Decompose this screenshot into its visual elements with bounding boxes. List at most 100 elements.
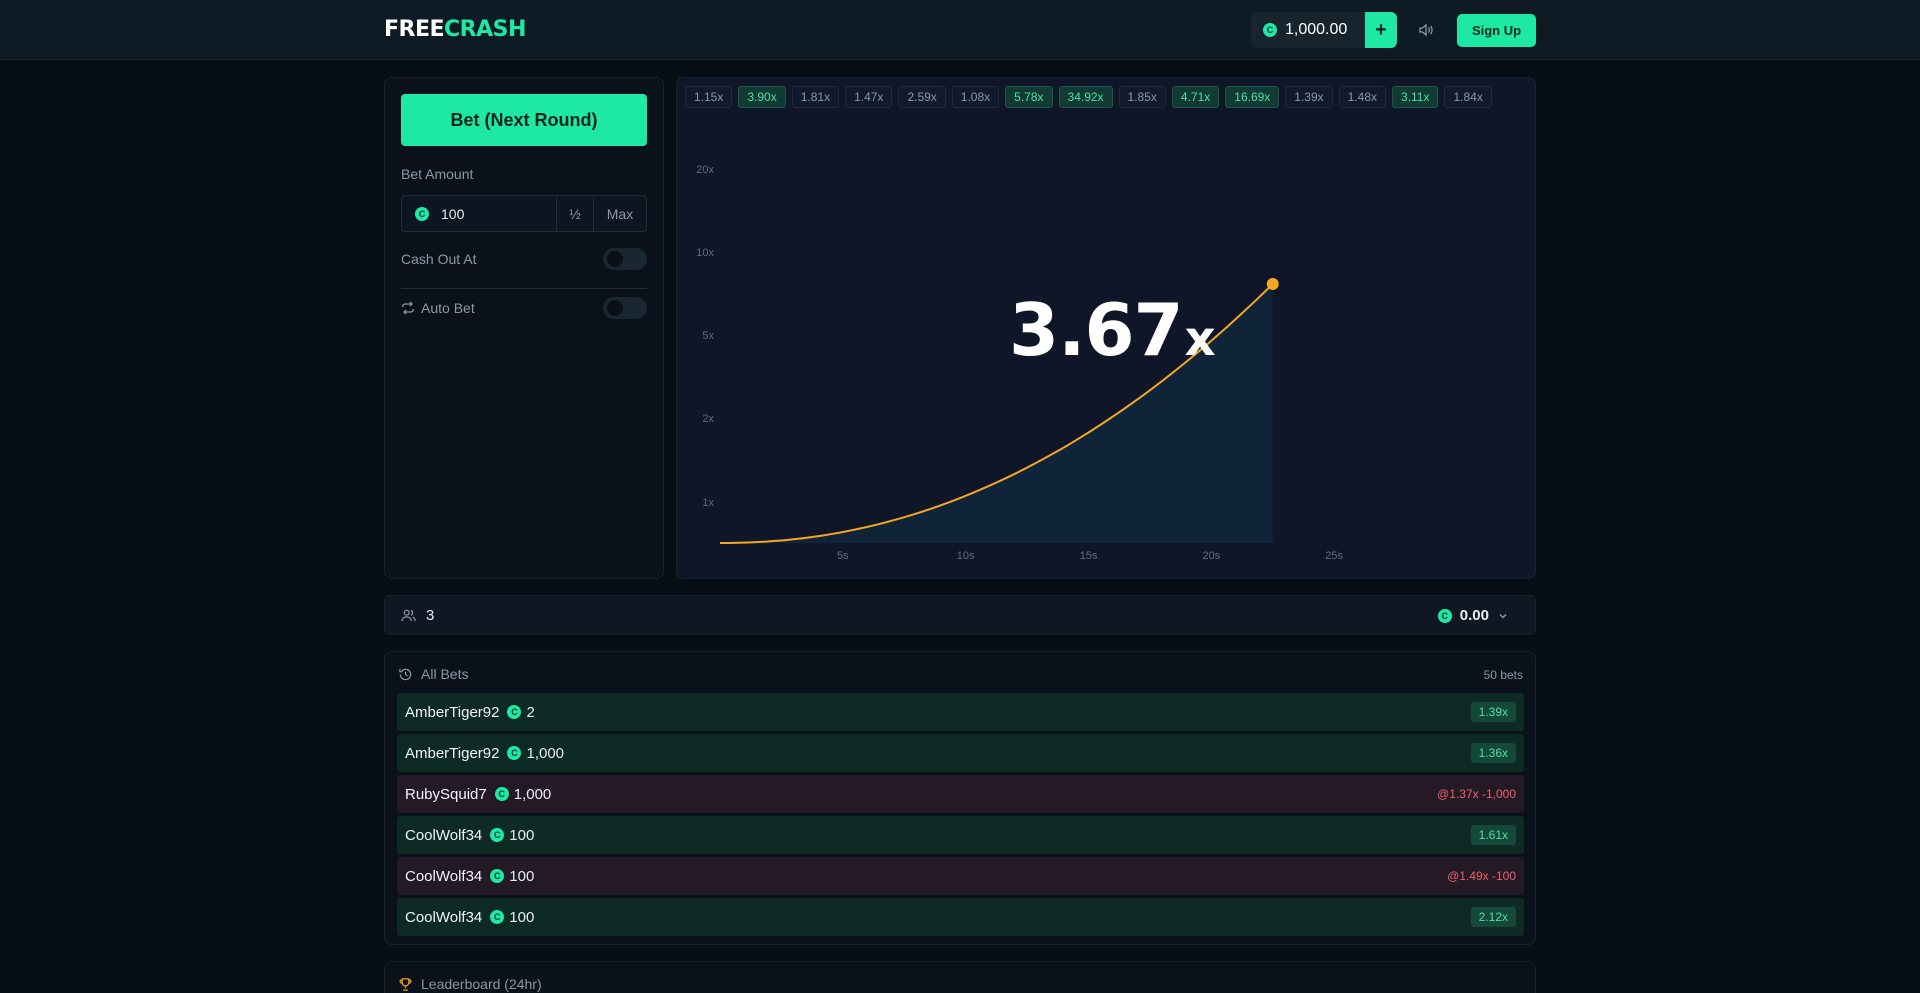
- sound-toggle-button[interactable]: [1413, 18, 1439, 42]
- coin-icon: C: [1437, 608, 1452, 623]
- multiplier-chart: 20x 10x 5x 2x 1x 5s 10s 15s 20s 25s: [696, 164, 1343, 562]
- bet-player-name[interactable]: CoolWolf34: [405, 867, 483, 885]
- all-bets-header: All Bets: [398, 666, 468, 682]
- x-tick-label: 25s: [1325, 550, 1343, 562]
- bet-result: 1.39x: [1470, 702, 1516, 722]
- coin-icon: C: [507, 705, 522, 719]
- trophy-icon: [399, 977, 412, 991]
- logo[interactable]: FREECRASH: [384, 17, 526, 42]
- x-tick-label: 15s: [1080, 550, 1098, 562]
- history-chip[interactable]: 1.81x: [791, 86, 840, 108]
- history-icon: [399, 668, 412, 680]
- balance-display: C 1,000.00: [1251, 12, 1365, 48]
- history-chip[interactable]: 34.92x: [1058, 86, 1113, 108]
- bet-amount-field: C: [402, 196, 556, 231]
- balance-value: 1,000.00: [1285, 21, 1348, 38]
- coin-icon: C: [507, 746, 522, 760]
- bet-controls-panel: Bet (Next Round) Bet Amount C ½ Max Cash…: [384, 77, 664, 579]
- bet-result: @1.49x -100: [1447, 869, 1516, 883]
- repeat-icon: [402, 301, 414, 315]
- divider: [401, 288, 647, 289]
- sign-up-button[interactable]: Sign Up: [1457, 14, 1536, 47]
- bet-button[interactable]: Bet (Next Round): [401, 94, 647, 146]
- coin-icon: C: [490, 869, 505, 883]
- y-tick-label: 10x: [696, 247, 714, 259]
- history-chip[interactable]: 1.08x: [951, 86, 1000, 108]
- history-chip[interactable]: 1.47x: [845, 86, 893, 108]
- bets-count: 50 bets: [1483, 668, 1523, 682]
- cash-out-label: Cash Out At: [401, 251, 477, 267]
- bet-amount-input[interactable]: [441, 205, 541, 222]
- x-tick-label: 5s: [837, 550, 849, 562]
- bet-amount: C 100: [490, 868, 534, 885]
- auto-bet-toggle[interactable]: [603, 297, 647, 319]
- history-chip[interactable]: 1.15x: [685, 86, 733, 108]
- bet-player-name[interactable]: CoolWolf34: [405, 908, 483, 926]
- players-count: 3: [401, 607, 434, 624]
- auto-bet-label: Auto Bet: [401, 300, 475, 316]
- history-chip[interactable]: 1.48x: [1338, 86, 1387, 108]
- bet-amount: C 1,000: [494, 786, 551, 803]
- curve-area: [720, 284, 1273, 543]
- y-tick-label: 1x: [702, 497, 714, 509]
- bet-amount: C 100: [490, 909, 534, 926]
- history-chip[interactable]: 4.71x: [1171, 86, 1220, 108]
- bet-amount-group: C ½ Max: [401, 195, 647, 232]
- history-chip[interactable]: 3.90x: [738, 86, 786, 108]
- bet-result: 2.12x: [1470, 907, 1516, 927]
- coin-icon: C: [415, 206, 429, 221]
- max-bet-button[interactable]: Max: [593, 196, 646, 231]
- bet-row: CoolWolf34 C 100 2.12x: [397, 898, 1524, 936]
- history-chip[interactable]: 1.85x: [1118, 86, 1166, 108]
- bet-row: AmberTiger92 C 2 1.39x: [397, 693, 1524, 731]
- round-history: 1.15x 3.90x 1.81x 1.47x 2.59x 1.08x 5.78x 34.92…: [685, 86, 1535, 108]
- history-chip[interactable]: 3.11x: [1392, 86, 1439, 108]
- half-bet-button[interactable]: ½: [556, 196, 593, 231]
- bet-row: CoolWolf34 C 100 1.61x: [397, 816, 1524, 854]
- game-chart-panel: 1.15x 3.90x 1.81x 1.47x 2.59x 1.08x 5.78x 34.92…: [676, 77, 1536, 579]
- bet-result: 1.36x: [1470, 743, 1516, 763]
- coin-icon: C: [490, 910, 505, 924]
- speaker-icon: [1419, 23, 1433, 37]
- bet-player-name[interactable]: CoolWolf34: [405, 826, 483, 844]
- cash-out-toggle[interactable]: [603, 248, 647, 270]
- coin-icon: C: [490, 828, 505, 842]
- players-bar[interactable]: 3 C 0.00: [384, 595, 1536, 635]
- bet-row: AmberTiger92 C 1,000 1.36x: [397, 734, 1524, 772]
- leaderboard-header: Leaderboard (24hr): [398, 976, 542, 992]
- current-multiplier: 3.67x: [1009, 288, 1216, 372]
- add-funds-button[interactable]: +: [1365, 12, 1397, 48]
- bet-player-name[interactable]: AmberTiger92: [405, 744, 500, 762]
- bet-list: AmberTiger92 C 2 1.39x AmberTiger92 C 1,000 1.3…: [397, 693, 1524, 939]
- users-icon: [401, 609, 416, 622]
- y-tick-label: 2x: [702, 413, 714, 425]
- all-bets-panel: All Bets 50 bets AmberTiger92 C 2 1.39x Ambe…: [384, 651, 1536, 945]
- history-chip[interactable]: 16.69x: [1225, 86, 1280, 108]
- bet-player-name[interactable]: RubySquid7: [405, 785, 487, 803]
- players-total[interactable]: C 0.00: [1437, 607, 1509, 624]
- x-tick-label: 10s: [957, 550, 975, 562]
- y-tick-label: 5x: [702, 330, 714, 342]
- history-chip[interactable]: 2.59x: [898, 86, 946, 108]
- curve-head-marker: [1266, 278, 1279, 290]
- bet-amount: C 1,000: [507, 745, 564, 762]
- history-chip[interactable]: 5.78x: [1005, 86, 1053, 108]
- top-bar: FREECRASH C 1,000.00 + Sign Up: [0, 0, 1920, 60]
- bet-result: @1.37x -1,000: [1437, 787, 1516, 801]
- bet-row: RubySquid7 C 1,000 @1.37x -1,000: [397, 775, 1524, 813]
- bet-player-name[interactable]: AmberTiger92: [405, 703, 500, 721]
- x-tick-label: 20s: [1202, 550, 1220, 562]
- leaderboard-panel: Leaderboard (24hr): [384, 961, 1536, 993]
- y-tick-label: 20x: [696, 164, 714, 176]
- bet-amount-label: Bet Amount: [401, 166, 474, 182]
- history-chip[interactable]: 1.39x: [1285, 86, 1333, 108]
- coin-icon: C: [1263, 23, 1277, 37]
- coin-icon: C: [494, 787, 509, 801]
- bet-result: 1.61x: [1470, 825, 1516, 845]
- bet-row: CoolWolf34 C 100 @1.49x -100: [397, 857, 1524, 895]
- chevron-down-icon: [1499, 613, 1507, 618]
- bet-amount: C 100: [490, 827, 534, 844]
- history-chip[interactable]: 1.84x: [1444, 86, 1492, 108]
- multiplier-curve: [720, 283, 1274, 544]
